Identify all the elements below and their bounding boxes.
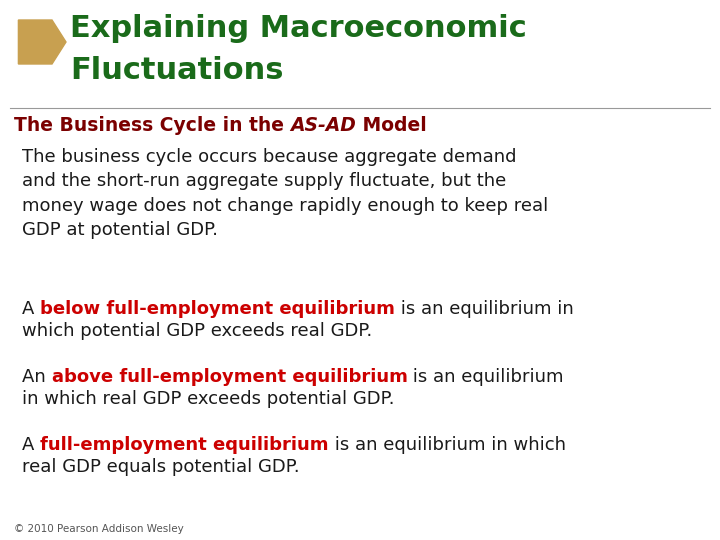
Text: is an equilibrium in: is an equilibrium in — [395, 300, 574, 318]
Text: The business cycle occurs because aggregate demand
and the short-run aggregate s: The business cycle occurs because aggreg… — [22, 148, 548, 239]
Text: in which real GDP exceeds potential GDP.: in which real GDP exceeds potential GDP. — [22, 390, 395, 408]
Text: real GDP equals potential GDP.: real GDP equals potential GDP. — [22, 458, 300, 476]
Text: is an equilibrium: is an equilibrium — [408, 368, 564, 386]
Text: A: A — [22, 300, 40, 318]
Text: © 2010 Pearson Addison Wesley: © 2010 Pearson Addison Wesley — [14, 524, 184, 534]
Text: above full-employment equilibrium: above full-employment equilibrium — [52, 368, 408, 386]
Polygon shape — [19, 20, 66, 64]
Text: The Business Cycle in the: The Business Cycle in the — [14, 116, 290, 135]
Text: is an equilibrium in which: is an equilibrium in which — [328, 436, 566, 454]
Text: AS-AD: AS-AD — [290, 116, 356, 135]
Text: full-employment equilibrium: full-employment equilibrium — [40, 436, 328, 454]
Text: which potential GDP exceeds real GDP.: which potential GDP exceeds real GDP. — [22, 322, 372, 340]
Text: An: An — [22, 368, 52, 386]
Text: Fluctuations: Fluctuations — [70, 56, 284, 85]
Text: below full-employment equilibrium: below full-employment equilibrium — [40, 300, 395, 318]
Text: Model: Model — [356, 116, 427, 135]
Text: A: A — [22, 436, 40, 454]
Text: Explaining Macroeconomic: Explaining Macroeconomic — [70, 14, 527, 43]
